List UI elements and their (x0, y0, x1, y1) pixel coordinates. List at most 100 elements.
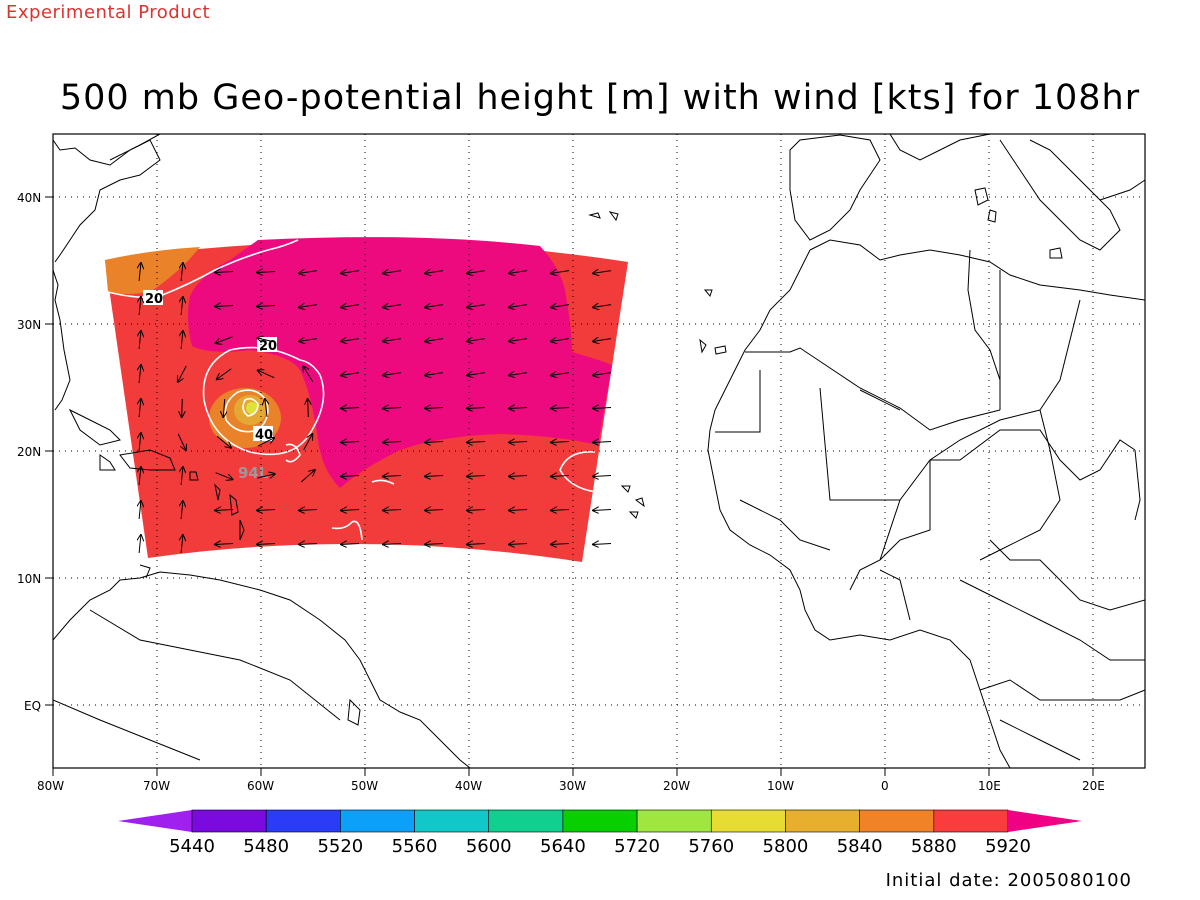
wind-arrow (383, 305, 402, 308)
coastlines (53, 134, 1145, 768)
wind-arrow (139, 331, 141, 350)
y-tick-eq: EQ (24, 699, 41, 713)
x-tick-40w: 40W (455, 779, 482, 793)
map-plot-area: 20 20 40 94L (53, 134, 1145, 768)
wind-arrow (593, 305, 612, 308)
colorbar-label: 5640 (540, 836, 586, 857)
wind-arrow (551, 510, 570, 511)
wind-arrow (425, 510, 444, 511)
wind-arrow (257, 306, 276, 307)
wind-arrow (257, 474, 274, 478)
colorbar: 5440 5480 5520 5560 5600 5640 5720 5760 5800 5840… (118, 809, 1082, 857)
wind-arrow (383, 271, 402, 274)
wind-arrow (216, 435, 231, 447)
wind-arrow (383, 373, 402, 376)
wind-arrow (551, 339, 570, 342)
wind-arrow (139, 263, 141, 282)
wind-arrow (509, 373, 528, 376)
axis-tick-marks (45, 196, 1094, 776)
wind-arrow (139, 535, 141, 554)
wind-arrow (341, 373, 360, 376)
x-tick-60w: 60W (247, 779, 274, 793)
y-tick-30n: 30N (17, 318, 41, 332)
x-tick-20e: 20E (1082, 779, 1105, 793)
wind-arrow (551, 271, 570, 274)
wind-arrow (215, 472, 233, 480)
initial-date-label: Initial date: 2005080100 (885, 870, 1132, 891)
colorbar-label: 5560 (392, 836, 438, 857)
x-tick-10w: 10W (767, 779, 794, 793)
wind-arrow (181, 297, 183, 316)
wind-arrow (509, 305, 528, 308)
x-tick-20w: 20W (663, 779, 690, 793)
wind-arrow (139, 297, 141, 316)
wind-arrow (425, 408, 444, 409)
wind-arrow (341, 305, 360, 308)
wind-arrow (509, 442, 528, 443)
wind-arrow (509, 476, 528, 477)
wind-arrow (593, 510, 612, 511)
wind-arrow (593, 544, 612, 545)
wind-arrow (299, 544, 318, 545)
wind-arrow (300, 470, 315, 483)
map-title: 500 mb Geo-potential height [m] with win… (59, 78, 1141, 118)
wind-arrow (257, 438, 274, 447)
wind-arrow (593, 408, 612, 409)
wind-arrow (215, 544, 234, 545)
x-tick-50w: 50W (351, 779, 378, 793)
wind-arrow (181, 501, 183, 520)
colorbar-label: 5880 (911, 836, 957, 857)
wind-arrow (341, 442, 360, 443)
y-axis-labels: 40N 30N 20N 10N EQ (17, 191, 41, 713)
wind-arrow (467, 510, 486, 511)
wind-arrow (181, 535, 183, 554)
wind-arrow (181, 331, 183, 350)
wind-arrow (303, 366, 314, 382)
wind-arrow (383, 510, 402, 511)
wind-arrow (182, 398, 183, 417)
wind-arrow (303, 434, 313, 451)
y-tick-10n: 10N (17, 572, 41, 586)
wind-arrow (509, 339, 528, 342)
colorbar-swatch (562, 809, 638, 833)
wind-arrow (178, 365, 187, 382)
colorbar-swatch (191, 809, 267, 833)
wind-arrow (181, 263, 183, 282)
wind-arrow (299, 510, 318, 511)
wind-arrow (215, 272, 234, 273)
wind-arrow (216, 336, 233, 343)
wind-arrow (177, 433, 186, 450)
graticule (53, 134, 1145, 768)
wind-arrow (467, 476, 486, 477)
colorbar-arrow-low (118, 810, 192, 832)
colorbar-label: 5920 (985, 836, 1031, 857)
colorbar-arrow-high (1008, 810, 1082, 832)
wind-arrow (299, 271, 318, 274)
colorbar-swatch (859, 809, 935, 833)
colorbar-swatch (340, 809, 415, 833)
experimental-product-label: Experimental Product (6, 2, 211, 23)
wind-arrow (593, 339, 612, 342)
wind-arrow (509, 544, 528, 545)
x-tick-10e: 10E (978, 779, 1001, 793)
wind-arrow (425, 373, 444, 376)
y-tick-40n: 40N (17, 191, 41, 205)
colorbar-label: 5520 (317, 836, 363, 857)
height-fill-5840-nw (105, 247, 200, 294)
contour-label-40-storm: 40 (255, 428, 273, 443)
wind-arrow (139, 365, 141, 384)
wind-arrow (509, 408, 528, 409)
wind-arrow (467, 271, 486, 274)
y-tick-20n: 20N (17, 445, 41, 459)
wind-arrow (425, 305, 444, 308)
colorbar-swatch (933, 809, 1009, 833)
storm-label-94l: 94L (238, 464, 269, 482)
wind-arrow (425, 339, 444, 342)
wind-arrow (551, 544, 570, 545)
colorbar-swatch (265, 809, 341, 833)
wind-arrow (139, 399, 141, 418)
wind-arrow (467, 305, 486, 308)
wind-arrow (551, 305, 570, 308)
wind-arrow (258, 370, 275, 379)
wind-arrow (341, 510, 360, 511)
